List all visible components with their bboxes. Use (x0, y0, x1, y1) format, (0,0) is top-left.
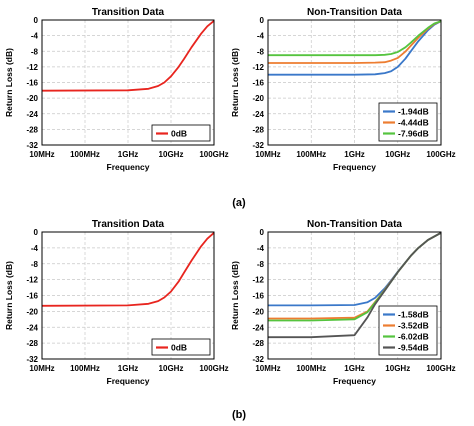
y-tick-label: -8 (257, 47, 265, 56)
x-tick-label: 10GHz (385, 364, 410, 373)
series-line-4 (268, 232, 442, 339)
x-tick-label: 10GHz (159, 364, 184, 373)
x-axis-label: Frequency (333, 376, 376, 386)
y-tick-label: -24 (26, 323, 38, 332)
y-axis-label: Return Loss (dB) (230, 261, 240, 330)
x-tick-label: 100MHz (296, 150, 326, 159)
chart-title: Non-Transition Data (307, 219, 402, 230)
series-line-1 (41, 232, 215, 307)
caption-a: (a) (232, 197, 246, 209)
legend-label: -3.52dB (398, 321, 429, 331)
legend-label: 0dB (171, 129, 187, 139)
series-line-1 (41, 20, 215, 92)
y-tick-label: -28 (26, 125, 38, 134)
y-tick-label: -20 (26, 94, 38, 103)
x-tick-label: 1GHz (344, 150, 364, 159)
x-tick-label: 100MHz (70, 364, 100, 373)
x-axis-label: Frequency (107, 162, 150, 172)
chart-title: Transition Data (92, 219, 165, 230)
y-tick-label: -24 (252, 323, 264, 332)
legend-label: 0dB (171, 343, 187, 353)
y-tick-label: -12 (26, 63, 38, 72)
x-tick-label: 100GHz (199, 150, 228, 159)
plot-frame (41, 19, 215, 146)
y-tick-label: -32 (26, 141, 38, 150)
y-tick-label: -24 (252, 110, 264, 119)
y-tick-label: 0 (260, 228, 265, 237)
y-tick-label: -32 (26, 355, 38, 364)
x-tick-label: 1GHz (344, 364, 364, 373)
y-tick-label: -28 (252, 125, 264, 134)
y-tick-label: -4 (257, 32, 265, 41)
y-tick-label: -8 (31, 260, 39, 269)
y-tick-label: -12 (252, 276, 264, 285)
y-tick-label: -32 (252, 355, 264, 364)
y-tick-label: -16 (26, 292, 38, 301)
series-line-1 (268, 20, 442, 76)
x-tick-label: 100GHz (199, 364, 228, 373)
y-tick-label: -16 (252, 292, 264, 301)
x-tick-label: 100GHz (426, 364, 455, 373)
legend: 0dB (151, 338, 211, 356)
y-axis-label: Return Loss (dB) (230, 48, 240, 117)
y-tick-label: -12 (252, 63, 264, 72)
x-tick-label: 1GHz (118, 364, 138, 373)
y-tick-label: -16 (252, 79, 264, 88)
y-tick-label: -24 (26, 110, 38, 119)
x-tick-label: 10MHz (255, 150, 280, 159)
legend-label: -6.02dB (398, 332, 429, 342)
y-tick-label: 0 (34, 16, 39, 25)
chart-title: Transition Data (92, 7, 165, 18)
x-tick-label: 10MHz (255, 364, 280, 373)
y-tick-label: -20 (252, 94, 264, 103)
legend-box (151, 338, 211, 356)
x-tick-label: 10MHz (29, 150, 54, 159)
y-tick-label: -32 (252, 141, 264, 150)
x-tick-label: 100MHz (70, 150, 100, 159)
y-axis-label: Return Loss (dB) (4, 261, 14, 330)
x-axis-label: Frequency (333, 162, 376, 172)
legend: -1.58dB-3.52dB-6.02dB-9.54dB (378, 305, 438, 356)
legend-box (151, 124, 211, 142)
y-tick-label: 0 (260, 16, 265, 25)
y-tick-label: -28 (252, 339, 264, 348)
legend-label: -1.94dB (398, 107, 429, 117)
y-tick-label: -20 (252, 307, 264, 316)
legend-label: -1.58dB (398, 310, 429, 320)
legend-label: -7.96dB (398, 129, 429, 139)
x-tick-label: 1GHz (118, 150, 138, 159)
plot-frame (267, 19, 442, 146)
y-tick-label: -16 (26, 79, 38, 88)
y-tick-label: -4 (31, 32, 39, 41)
x-tick-label: 10MHz (29, 364, 54, 373)
y-tick-label: -8 (257, 260, 265, 269)
y-tick-label: 0 (34, 228, 39, 237)
legend: 0dB (151, 124, 211, 142)
plot-frame (267, 231, 442, 360)
y-tick-label: -4 (31, 244, 39, 253)
x-tick-label: 100MHz (296, 364, 326, 373)
y-axis-label: Return Loss (dB) (4, 48, 14, 117)
y-tick-label: -8 (31, 47, 39, 56)
legend-label: -9.54dB (398, 343, 429, 353)
legend: -1.94dB-4.44dB-7.96dB (378, 102, 438, 142)
x-tick-label: 10GHz (385, 150, 410, 159)
chart-title: Non-Transition Data (307, 7, 402, 18)
series-line-3 (268, 20, 442, 57)
x-axis-label: Frequency (107, 376, 150, 386)
legend-label: -4.44dB (398, 118, 429, 128)
x-tick-label: 100GHz (426, 150, 455, 159)
plot-frame (41, 231, 215, 360)
caption-b: (b) (232, 409, 246, 421)
y-tick-label: -12 (26, 276, 38, 285)
y-tick-label: -28 (26, 339, 38, 348)
y-tick-label: -4 (257, 244, 265, 253)
y-tick-label: -20 (26, 307, 38, 316)
x-tick-label: 10GHz (159, 150, 184, 159)
